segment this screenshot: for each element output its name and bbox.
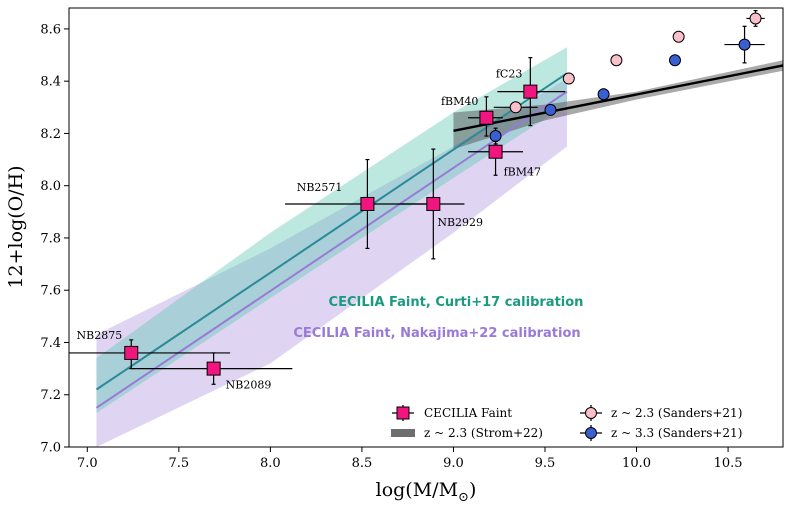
nakajima-line	[95, 90, 568, 409]
x-tick-label: 10.5	[714, 456, 743, 471]
sanders23-point	[749, 12, 762, 25]
y-tick-label: 8.4	[40, 75, 61, 90]
legend-entry-cecilia: CECILIA Faint	[392, 405, 512, 421]
legend-entry-sanders23: z ~ 2.3 (Sanders+21)	[580, 405, 742, 421]
sanders33-point	[544, 103, 557, 116]
svg-text:z ~ 3.3 (Sanders+21): z ~ 3.3 (Sanders+21)	[611, 426, 742, 440]
cecilia-point-nb2571	[360, 196, 375, 211]
point-label-fbm47: fBM47	[504, 166, 541, 179]
cecilia-point-nb2875	[124, 345, 139, 360]
cecilia-point-nb2929	[426, 196, 441, 211]
legend-marker-strom	[391, 429, 415, 437]
point-label-nb2929: NB2929	[437, 216, 483, 229]
legend-entry-strom: z ~ 2.3 (Strom+22)	[391, 426, 543, 440]
x-axis-ticks: 7.0 7.5 8.0 8.5 9.0 9.5 10.0 10.5	[77, 447, 743, 471]
point-label-fbm40: fBM40	[441, 95, 478, 108]
y-tick-label: 7.0	[40, 441, 61, 456]
point-labels: NB2875 NB2089 NB2571 NB2929 fBM40 fBM47 fC23	[77, 68, 541, 392]
point-label-nb2571: NB2571	[297, 181, 343, 194]
legend-marker-sanders33	[585, 427, 597, 439]
x-tick-label: 10.0	[622, 456, 651, 471]
point-label-nb2875: NB2875	[77, 329, 123, 342]
legend-marker-sanders23	[585, 407, 597, 419]
y-tick-label: 8.6	[40, 22, 61, 37]
y-tick-label: 7.8	[40, 231, 61, 246]
sanders33-point	[738, 38, 751, 51]
x-tick-label: 8.5	[352, 456, 373, 471]
point-label-fc23: fC23	[496, 68, 523, 81]
cecilia-point-nb2089	[206, 361, 221, 376]
y-tick-label: 8.2	[40, 127, 61, 142]
x-axis-label: log(M/M⊙)	[376, 479, 477, 505]
point-label-nb2089: NB2089	[226, 379, 272, 392]
x-tick-label: 7.0	[77, 456, 98, 471]
curti-line	[95, 72, 568, 391]
cecilia-point-fc23	[523, 84, 538, 99]
strom-line	[453, 64, 783, 132]
x-tick-label: 7.5	[169, 456, 190, 471]
y-tick-label: 8.0	[40, 179, 61, 194]
svg-text:z ~ 2.3 (Strom+22): z ~ 2.3 (Strom+22)	[424, 426, 543, 440]
sanders33-point	[597, 88, 610, 101]
sanders33-point	[489, 130, 502, 143]
x-tick-label: 8.0	[260, 456, 281, 471]
x-tick-label: 9.5	[535, 456, 556, 471]
model-lines	[95, 64, 783, 409]
legend-marker-cecilia	[396, 406, 410, 420]
sanders23-point	[610, 54, 623, 67]
svg-text:z ~ 2.3 (Sanders+21): z ~ 2.3 (Sanders+21)	[611, 406, 742, 420]
x-tick-label: 9.0	[443, 456, 464, 471]
y-tick-label: 7.4	[40, 336, 61, 351]
y-tick-label: 7.2	[40, 388, 61, 403]
calibration-label-curti: CECILIA Faint, Curti+17 calibration	[329, 295, 584, 310]
data-points	[69, 10, 765, 385]
model-bands	[96, 47, 783, 447]
sanders33-point	[668, 54, 681, 67]
cecilia-point-fbm40	[479, 110, 494, 125]
y-axis-ticks: 7.0 7.2 7.4 7.6 7.8 8.0 8.2 8.4 8.6	[40, 22, 69, 456]
curti-band	[96, 47, 567, 414]
cecilia-point-fbm47	[488, 144, 503, 159]
calibration-label-nakajima: CECILIA Faint, Nakajima+22 calibration	[293, 326, 580, 341]
sanders23-point	[672, 30, 685, 43]
y-axis-label: 12+log(O/H)	[5, 165, 27, 288]
plot-frame	[68, 7, 784, 448]
sanders23-point	[562, 72, 575, 85]
sanders23-point	[509, 101, 522, 114]
svg-text:CECILIA Faint: CECILIA Faint	[424, 406, 512, 420]
legend-entry-sanders33: z ~ 3.3 (Sanders+21)	[580, 425, 742, 441]
legend: CECILIA Faint z ~ 2.3 (Strom+22) z ~ 2.3…	[391, 405, 742, 441]
y-tick-label: 7.6	[40, 284, 61, 299]
